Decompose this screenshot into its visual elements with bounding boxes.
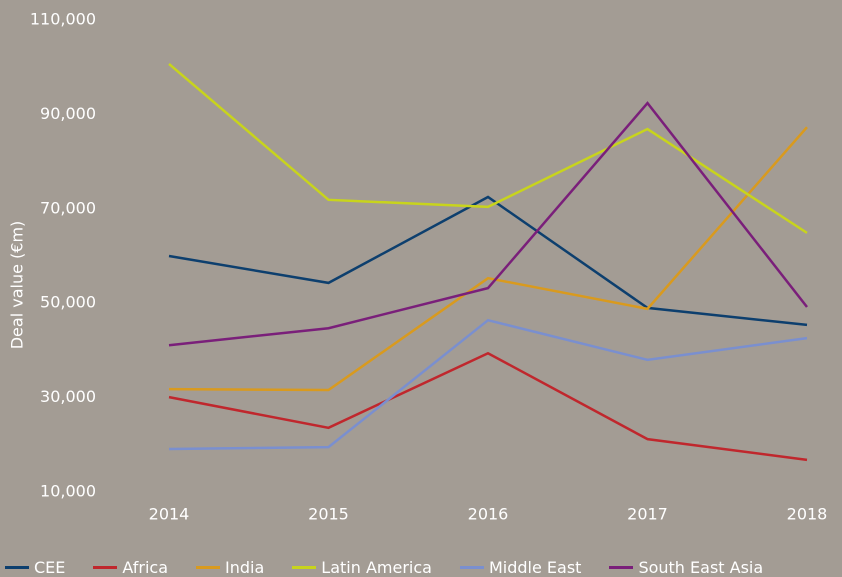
chart: Deal value (€m) 10,000 30,000 50,000 70,000… — [8, 10, 828, 524]
y-axis-label: Deal value (€m) — [8, 221, 27, 350]
y-tick-label: 70,000 — [40, 198, 96, 217]
legend-swatch — [292, 565, 317, 569]
legend-item: CEE — [5, 558, 65, 577]
legend-swatch — [609, 565, 634, 569]
line-series — [168, 101, 808, 347]
y-tick-label: 10,000 — [40, 482, 96, 501]
legend-label: South East Asia — [638, 557, 764, 577]
y-tick-label: 50,000 — [40, 293, 96, 312]
legend-swatch — [459, 565, 484, 569]
legend: CEE Africa India Latin America Middle East So… — [5, 557, 763, 577]
legend-item: South East Asia — [609, 558, 763, 577]
legend-label: Africa — [122, 557, 169, 577]
line-series — [168, 351, 808, 462]
line-series — [168, 126, 808, 392]
y-tick-label: 90,000 — [40, 104, 96, 123]
y-tick-label: 110,000 — [30, 10, 96, 29]
line-series — [168, 62, 808, 234]
x-tick-label: 2018 — [787, 505, 828, 524]
legend-item: India — [196, 558, 264, 577]
legend-label: India — [225, 557, 265, 577]
legend-swatch — [93, 565, 118, 569]
legend-item: Africa — [93, 558, 168, 577]
legend-item: Middle East — [459, 557, 582, 577]
legend-label: CEE — [34, 557, 66, 577]
legend-item: Latin America — [292, 558, 432, 577]
x-tick-label: 2015 — [308, 505, 349, 524]
legend-label: Latin America — [321, 557, 432, 577]
legend-swatch — [5, 565, 29, 569]
legend-label: Middle East — [488, 557, 582, 577]
x-tick-label: 2016 — [468, 505, 509, 524]
legend-swatch — [196, 565, 221, 569]
x-tick-label: 2014 — [149, 505, 190, 524]
line-series — [168, 195, 808, 327]
y-tick-label: 30,000 — [40, 387, 96, 406]
x-tick-label: 2017 — [627, 505, 668, 524]
line-series — [168, 318, 808, 451]
